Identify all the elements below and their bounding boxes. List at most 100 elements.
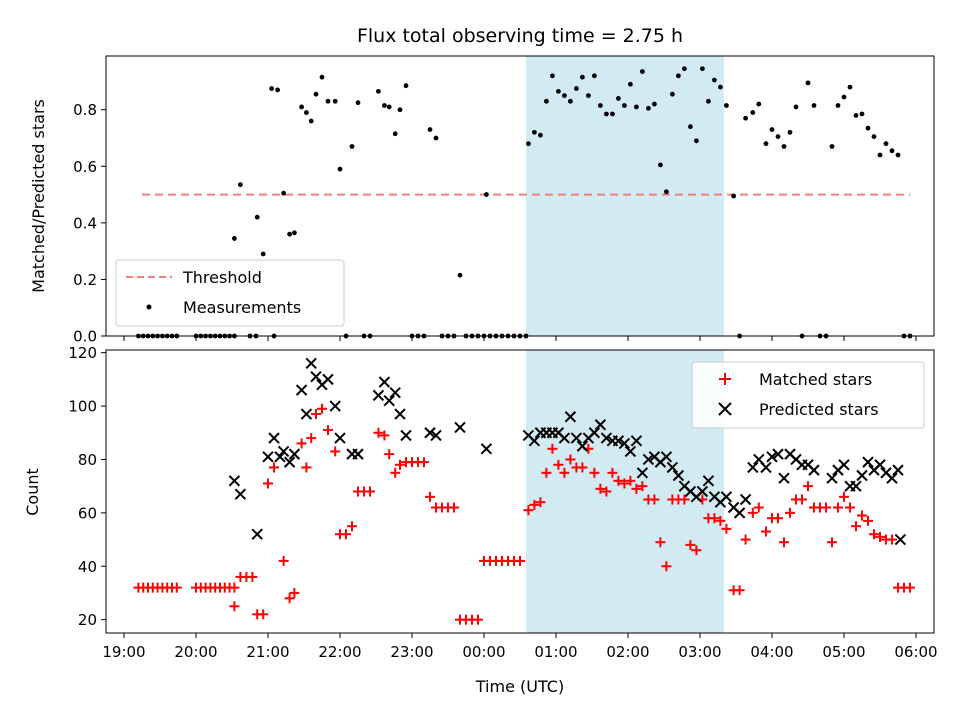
matched-point	[419, 457, 429, 468]
predicted-point	[430, 429, 442, 442]
measurement-point	[610, 111, 615, 117]
measurement-point	[763, 141, 769, 147]
matched-point	[171, 582, 182, 593]
matched-point	[661, 561, 672, 572]
panel-ratio: 0.00.20.40.60.8 Matched/Predicted stars …	[29, 55, 935, 346]
matched-point	[229, 601, 240, 612]
predicted-point	[772, 448, 784, 460]
measurement-point	[658, 162, 663, 168]
predicted-point	[894, 533, 907, 546]
legend-matched-swatch	[719, 373, 731, 385]
y-tick-label: 40	[78, 558, 97, 576]
predicted-point	[588, 427, 601, 439]
predicted-point	[329, 400, 341, 412]
measurement-point	[457, 272, 463, 278]
predicted-point	[310, 370, 322, 383]
matched-point	[875, 531, 885, 542]
measurement-point	[574, 86, 579, 91]
y-axis-label-top: Matched/Predicted stars	[29, 99, 48, 293]
predicted-point	[389, 387, 401, 399]
predicted-point	[720, 491, 733, 503]
matched-point	[347, 521, 357, 532]
matched-point	[839, 491, 849, 502]
measurement-point	[646, 105, 651, 111]
matched-point	[845, 502, 855, 513]
x-tick-label: 21:00	[246, 643, 289, 661]
legend-predicted-swatch	[718, 402, 732, 416]
measurement-point	[232, 236, 237, 241]
legend-matched-label: Matched stars	[759, 370, 872, 389]
matched-point	[851, 521, 861, 532]
x-tick-label: 00:00	[462, 643, 505, 661]
predicted-point	[400, 429, 412, 442]
y-tick-label: 0.4	[73, 214, 97, 232]
predicted-point	[826, 472, 838, 484]
measurement-point	[382, 103, 387, 108]
matched-point	[797, 494, 807, 505]
measurement-point	[550, 73, 555, 79]
measurement-point	[895, 152, 901, 158]
predicted-point	[808, 464, 820, 476]
predicted-point	[612, 435, 625, 447]
matched-point	[523, 505, 534, 516]
predicted-point	[424, 427, 436, 439]
predicted-point	[305, 357, 317, 370]
measurement-point	[889, 148, 895, 154]
y-tick-label: 100	[68, 398, 97, 416]
measurement-point	[835, 103, 841, 108]
matched-point	[311, 409, 321, 420]
matched-point	[306, 433, 317, 444]
matched-point	[869, 529, 879, 540]
measurement-point	[580, 74, 585, 80]
predicted-point	[733, 507, 746, 519]
matched-point	[679, 494, 690, 505]
matched-point	[753, 502, 764, 513]
matched-point	[473, 614, 483, 625]
matched-point	[613, 475, 624, 486]
measurement-point	[652, 101, 657, 107]
matched-point	[734, 585, 745, 596]
matched-point	[747, 507, 758, 518]
y-tick-label: 0.6	[73, 158, 97, 176]
predicted-point	[454, 421, 466, 434]
measurement-point	[628, 81, 633, 87]
legend-box-top	[115, 259, 345, 327]
predicted-point	[262, 451, 274, 463]
matched-point	[821, 502, 831, 513]
x-axis-label: Time (UTC)	[475, 677, 564, 696]
measurement-point	[544, 98, 549, 104]
predicted-point	[394, 408, 406, 420]
matched-point	[655, 537, 666, 548]
predicted-point	[334, 432, 346, 444]
matched-point	[649, 494, 660, 505]
predicted-point	[760, 461, 772, 474]
predicted-point	[672, 469, 685, 482]
predicted-point	[528, 435, 541, 447]
predicted-point	[234, 488, 247, 500]
measurement-point	[718, 84, 723, 90]
measurement-point	[859, 111, 865, 117]
matched-point	[541, 467, 552, 478]
measurement-point	[376, 88, 381, 94]
predicted-point	[702, 475, 715, 487]
matched-point	[773, 513, 783, 524]
measurement-point	[731, 193, 736, 199]
measurement-point	[238, 182, 243, 188]
measurement-point	[829, 144, 835, 149]
predicted-point	[322, 373, 334, 386]
predicted-point	[570, 432, 583, 444]
matched-point	[827, 537, 837, 548]
predicted-point	[277, 445, 290, 458]
measurement-point	[750, 110, 756, 115]
x-tick-label: 01:00	[534, 643, 577, 661]
matched-point	[785, 507, 795, 518]
matched-point	[565, 454, 576, 465]
y-tick-label: 120	[68, 344, 97, 362]
predicted-point	[352, 448, 364, 460]
measurement-point	[694, 138, 699, 144]
measurement-point	[592, 73, 597, 79]
measurement-point	[775, 134, 781, 140]
matched-point	[425, 491, 435, 502]
measurement-point	[332, 98, 338, 104]
x-tick-label: 02:00	[606, 643, 649, 661]
